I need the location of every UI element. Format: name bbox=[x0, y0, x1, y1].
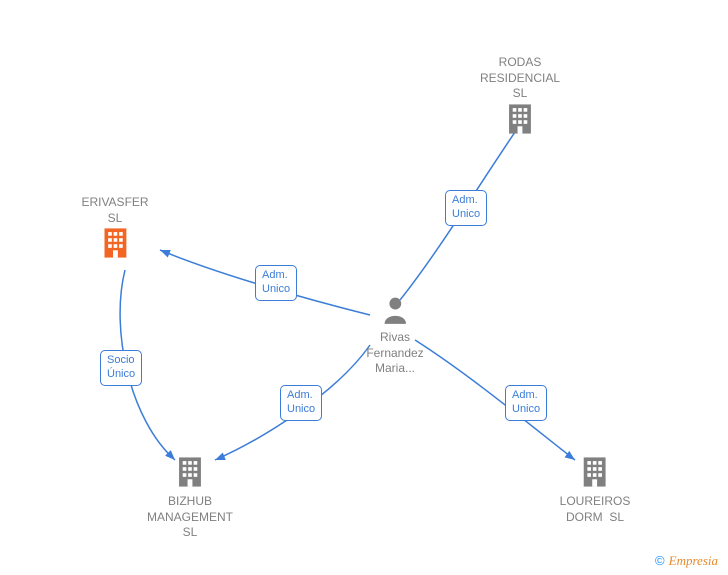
edge-label-rodas: Adm. Unico bbox=[445, 190, 487, 226]
building-icon bbox=[505, 102, 535, 136]
node-loureiros-label: LOUREIROS DORM SL bbox=[560, 494, 631, 525]
copyright-icon: © bbox=[655, 553, 665, 568]
node-center-person[interactable]: Rivas Fernandez Maria... bbox=[366, 295, 423, 377]
node-bizhub-label: BIZHUB MANAGEMENT SL bbox=[147, 494, 233, 541]
node-center-label: Rivas Fernandez Maria... bbox=[366, 330, 423, 377]
building-icon bbox=[580, 455, 610, 489]
node-rodas[interactable]: RODAS RESIDENCIAL SL bbox=[480, 55, 560, 141]
node-erivasfer[interactable]: ERIVASFER SL bbox=[81, 195, 148, 265]
edge-label-loureiros: Adm. Unico bbox=[505, 385, 547, 421]
footer-brand: © Empresia bbox=[655, 553, 718, 569]
edge-label-bizhub: Adm. Unico bbox=[280, 385, 322, 421]
building-icon bbox=[100, 226, 130, 260]
node-loureiros[interactable]: LOUREIROS DORM SL bbox=[560, 455, 631, 525]
person-icon bbox=[382, 295, 408, 325]
building-icon bbox=[175, 455, 205, 489]
brand-text: Empresia bbox=[669, 553, 718, 568]
node-rodas-label: RODAS RESIDENCIAL SL bbox=[480, 55, 560, 102]
edge-label-erivasfer: Adm. Unico bbox=[255, 265, 297, 301]
node-bizhub[interactable]: BIZHUB MANAGEMENT SL bbox=[147, 455, 233, 541]
node-erivasfer-label: ERIVASFER SL bbox=[81, 195, 148, 226]
edge-label-socio: Socio Único bbox=[100, 350, 142, 386]
